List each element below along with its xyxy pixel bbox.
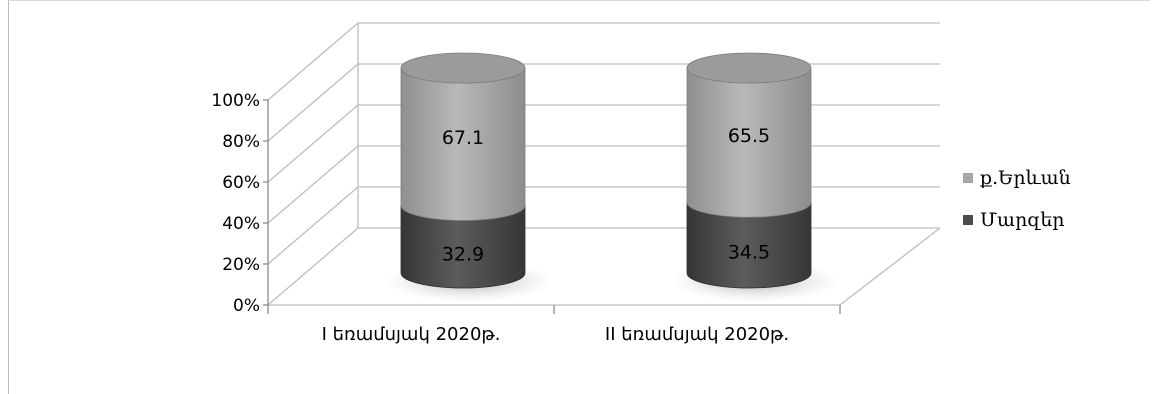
- data-label: 32.9: [442, 243, 484, 265]
- x-category-label: II եռամսյակ 2020թ.: [605, 324, 789, 345]
- data-label: 67.1: [442, 127, 484, 149]
- data-label: 34.5: [728, 242, 770, 264]
- gridline-side: [267, 227, 359, 306]
- gridline-side: [267, 104, 359, 183]
- y-tick-label: 80%: [222, 132, 260, 152]
- floor-right-edge: [839, 227, 941, 306]
- gridline-side: [267, 186, 359, 265]
- y-tick-label: 60%: [222, 173, 260, 193]
- data-label: 65.5: [728, 125, 770, 147]
- bars: 32.9 67.1 34.5 65.5: [385, 52, 839, 302]
- y-tick-label: 100%: [211, 91, 260, 111]
- gridlines: [267, 22, 941, 306]
- bar-top-cap: [686, 52, 812, 84]
- legend-swatch: [963, 173, 973, 183]
- x-category-label: I եռամսյակ 2020թ.: [322, 324, 501, 345]
- chart-frame: [8, 0, 1150, 394]
- gridline-side: [267, 63, 359, 142]
- legend: ք.Երևան Մարզեր: [963, 167, 1071, 231]
- bar-top-cap: [400, 52, 526, 84]
- gridline-side: [267, 145, 359, 224]
- legend-label: Մարզեր: [980, 209, 1065, 231]
- legend-label: ք.Երևան: [980, 167, 1071, 189]
- y-tick-label: 0%: [233, 296, 260, 316]
- legend-swatch: [963, 215, 973, 225]
- axes: 0% 20% 40% 60% 80% 100% I եռամսյակ 2020թ. II եռ…: [211, 91, 841, 345]
- y-tick-label: 20%: [222, 255, 260, 275]
- y-tick-label: 40%: [222, 214, 260, 234]
- gridline-side: [267, 22, 359, 101]
